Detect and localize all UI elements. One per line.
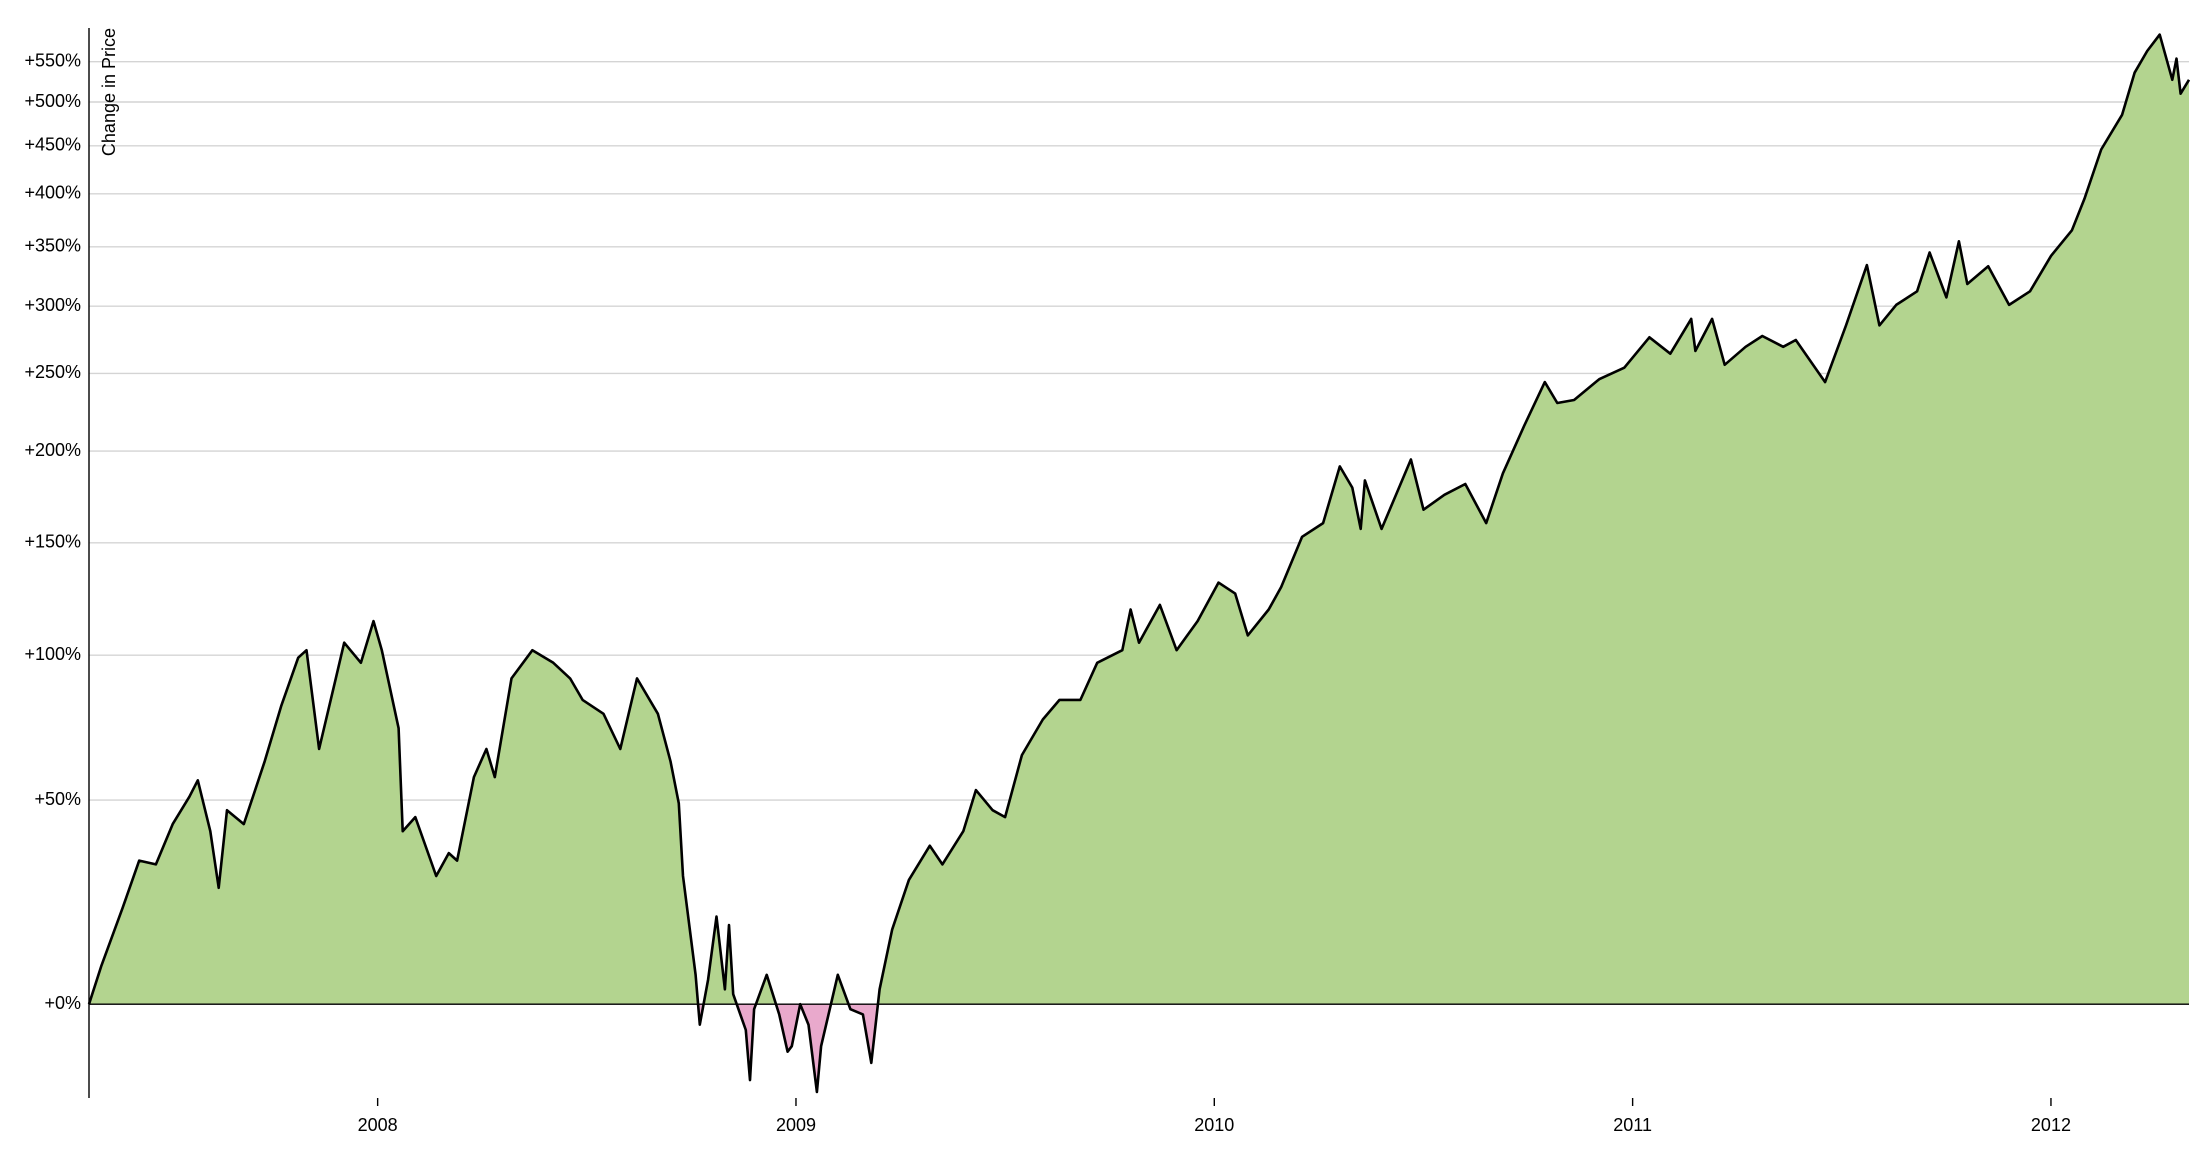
y-tick-label: +250% xyxy=(24,362,81,382)
y-tick-label: +0% xyxy=(44,993,81,1013)
y-tick-label: +200% xyxy=(24,440,81,460)
y-axis-label: Change in Price xyxy=(99,28,119,156)
price-line xyxy=(87,33,2191,1094)
x-tick-label: 2008 xyxy=(358,1115,398,1135)
x-tick-label: 2012 xyxy=(2031,1115,2071,1135)
area-above xyxy=(89,34,2189,1005)
y-tick-label: +50% xyxy=(34,789,81,809)
y-tick-label: +100% xyxy=(24,644,81,664)
y-tick-label: +350% xyxy=(24,236,81,256)
x-tick-label: 2011 xyxy=(1613,1115,1652,1135)
y-tick-label: +400% xyxy=(24,183,81,203)
x-tick-label: 2010 xyxy=(1194,1115,1234,1135)
y-tick-label: +550% xyxy=(24,50,81,70)
y-tick-label: +300% xyxy=(24,295,81,315)
x-tick-label: 2009 xyxy=(776,1115,816,1135)
y-tick-label: +450% xyxy=(24,135,81,155)
y-tick-label: +150% xyxy=(24,532,81,552)
y-tick-label: +500% xyxy=(24,91,81,111)
